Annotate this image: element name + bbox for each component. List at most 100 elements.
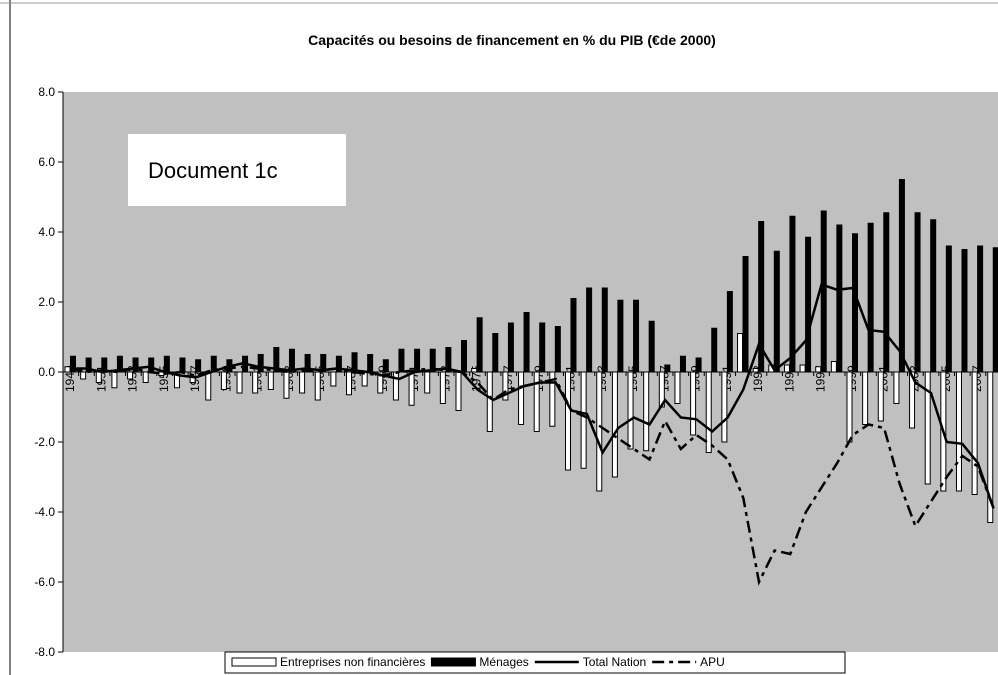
bar	[992, 247, 998, 373]
bar	[476, 317, 483, 373]
bar	[898, 179, 905, 373]
bar	[408, 371, 415, 406]
bar	[304, 354, 311, 373]
bar	[893, 371, 900, 404]
bar	[611, 371, 618, 478]
bar	[752, 368, 759, 373]
bar	[679, 355, 686, 373]
bar	[257, 354, 264, 373]
bar	[961, 249, 968, 373]
annotation-box	[128, 134, 346, 206]
bar	[674, 371, 681, 404]
bar	[414, 348, 421, 373]
bar	[523, 312, 530, 373]
y-tick-label: -2.0	[34, 435, 55, 449]
bar	[367, 354, 374, 373]
y-tick-label: 4.0	[38, 225, 55, 239]
bar	[909, 371, 916, 429]
bar	[877, 371, 884, 422]
chart-title: Capacités ou besoins de financement en %…	[308, 32, 716, 48]
y-tick-label: 6.0	[38, 155, 55, 169]
bar	[711, 327, 718, 373]
bar	[805, 236, 812, 373]
bar	[116, 355, 123, 373]
bar	[64, 366, 71, 373]
bar	[163, 355, 170, 373]
bar	[461, 340, 467, 373]
legend-label: Entreprises non financières	[280, 655, 425, 669]
bar	[236, 371, 243, 394]
bar	[252, 371, 259, 394]
bar	[930, 219, 937, 373]
bar	[742, 256, 749, 373]
bar	[914, 212, 921, 373]
bar	[377, 371, 384, 394]
bar	[721, 371, 728, 443]
bar	[346, 371, 353, 396]
bar	[695, 357, 702, 373]
y-tick-label: -4.0	[34, 505, 55, 519]
bar	[148, 357, 155, 373]
bar	[288, 348, 295, 373]
bar	[570, 298, 577, 373]
bar	[852, 233, 858, 373]
bar	[335, 355, 342, 373]
legend-label: APU	[700, 655, 725, 669]
bar	[398, 348, 405, 373]
bar	[492, 333, 499, 373]
bar	[80, 371, 87, 380]
bar	[439, 371, 446, 404]
bar	[273, 347, 280, 373]
bar	[283, 371, 290, 399]
bar	[846, 371, 853, 443]
bar	[862, 371, 869, 425]
bar	[70, 355, 76, 373]
bar	[486, 371, 493, 432]
bar	[773, 250, 780, 373]
bar	[539, 322, 546, 373]
bar	[789, 215, 796, 373]
bar	[382, 359, 389, 373]
bar	[601, 287, 608, 373]
bar	[987, 371, 994, 523]
legend-label: Ménages	[479, 655, 528, 669]
bar	[445, 347, 452, 373]
bar	[502, 371, 509, 401]
bar	[815, 366, 822, 373]
bar	[220, 371, 227, 390]
bar	[977, 245, 984, 373]
legend: Entreprises non financières Ménages Total …	[224, 651, 846, 674]
annotation: Document 1c	[148, 158, 278, 183]
bar	[195, 359, 202, 373]
y-tick-label: 0.0	[38, 365, 55, 379]
bar	[127, 371, 134, 380]
y-tick-label: 2.0	[38, 295, 55, 309]
bar	[867, 222, 874, 373]
bar	[955, 371, 962, 492]
bar	[830, 361, 837, 373]
bar	[643, 371, 650, 452]
bar	[758, 221, 765, 373]
bar	[664, 364, 671, 373]
bar	[549, 371, 556, 427]
bar	[314, 371, 321, 401]
bar	[633, 299, 640, 373]
bar	[95, 371, 102, 383]
bar	[564, 371, 571, 471]
bar	[330, 371, 337, 387]
bar	[205, 371, 212, 401]
bar	[799, 364, 806, 373]
bar	[455, 371, 462, 411]
bar	[737, 333, 744, 373]
bar	[836, 224, 843, 373]
bar	[924, 371, 931, 485]
bar	[424, 371, 431, 394]
bar	[132, 357, 139, 373]
bar	[554, 326, 561, 373]
bar	[690, 371, 697, 436]
bar	[299, 371, 306, 394]
bar	[586, 287, 593, 373]
bar	[971, 371, 978, 495]
y-tick-label: 8.0	[38, 85, 55, 99]
